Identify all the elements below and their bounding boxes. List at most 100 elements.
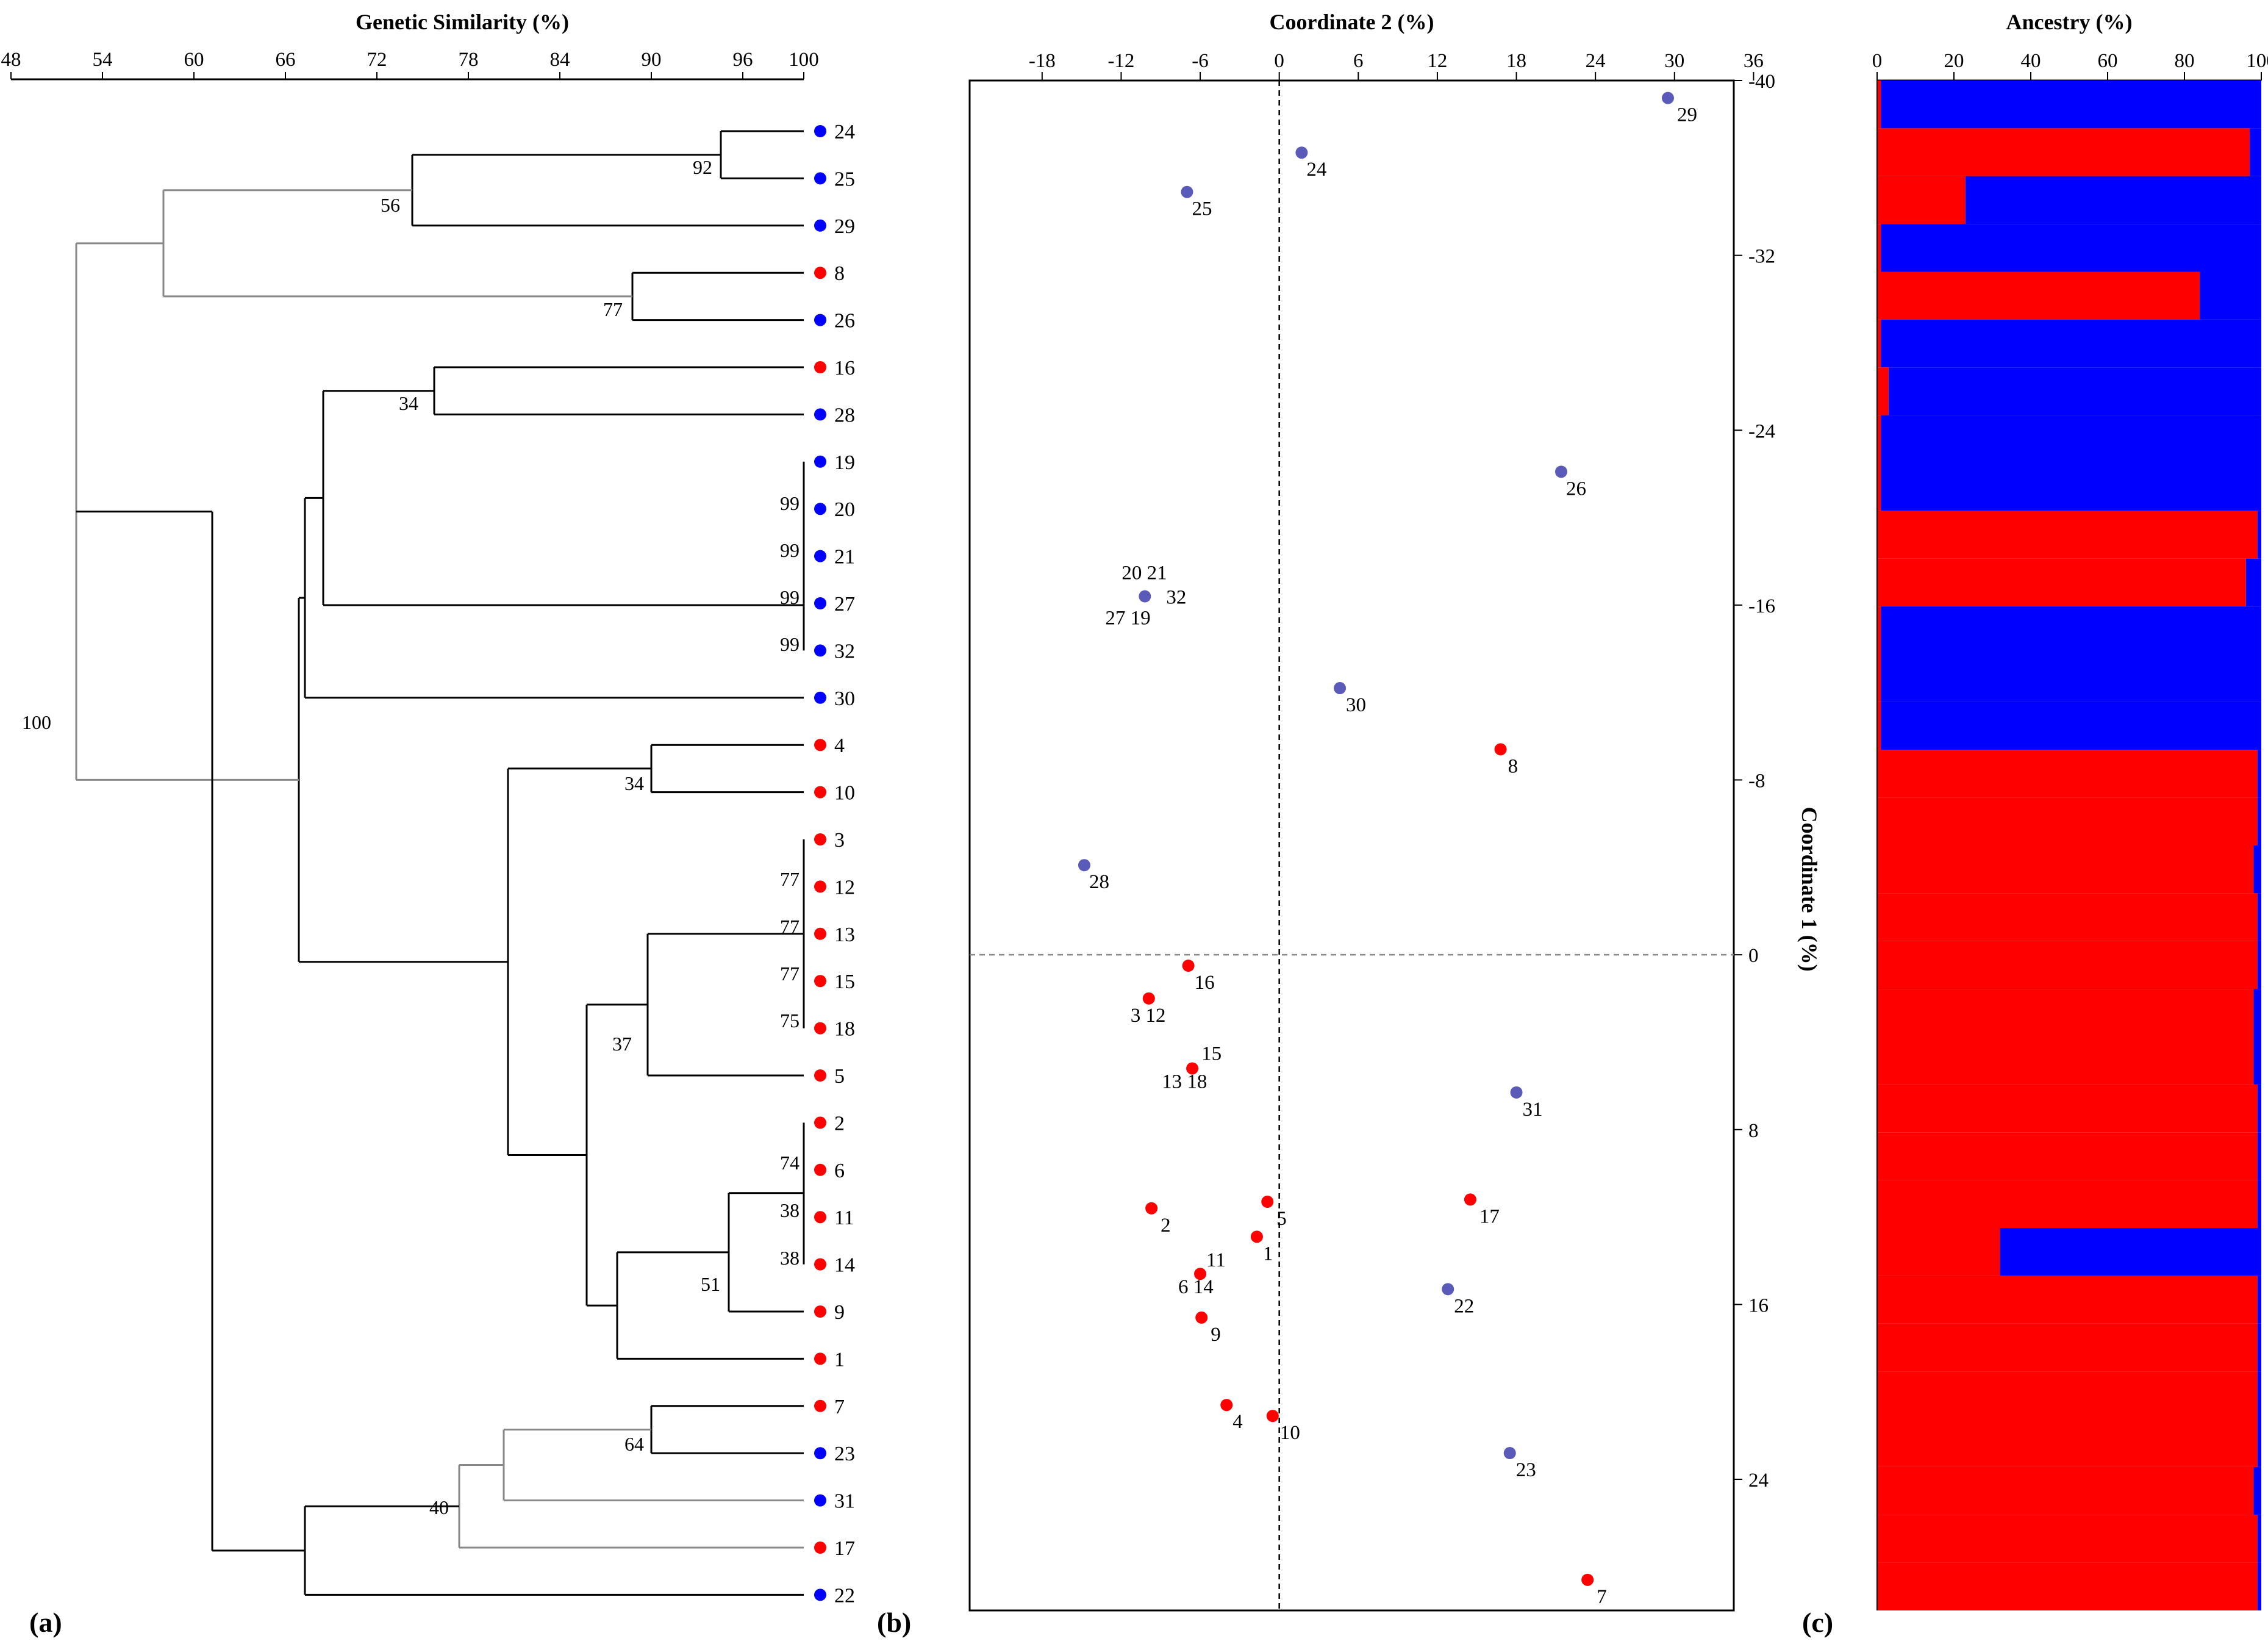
ancestry-bar-red: [1877, 319, 1881, 368]
ancestry-bar-blue: [2000, 1228, 2261, 1276]
ancestry-bar-red: [1877, 1228, 2000, 1276]
bootstrap-value: 56: [381, 194, 400, 216]
scatter-point-label: 7: [1597, 1586, 1607, 1608]
ancestry-bar-panel: Ancestry (%)0204060801003231302928272625…: [1872, 10, 2268, 1610]
scatter-point: [1250, 1230, 1263, 1243]
scatter-point: [1503, 1447, 1516, 1460]
ancestry-bar-blue: [2257, 1276, 2261, 1324]
scatter-x-tick-label: 0: [1274, 50, 1284, 72]
dendrogram-tick-label: 66: [276, 49, 296, 71]
dendrogram-leaf-dot: [814, 455, 826, 468]
dendrogram-leaf-dot: [814, 1258, 826, 1271]
ancestry-bar-red: [1877, 941, 2258, 989]
dendrogram-leaf-dot: [814, 1588, 826, 1601]
scatter-point-label: 11: [1206, 1249, 1226, 1271]
dendrogram-leaf-label: 28: [834, 404, 855, 426]
scatter-point-label: 26: [1566, 478, 1586, 500]
bootstrap-value: 74: [780, 1152, 800, 1174]
ancestry-bar-blue: [2257, 750, 2261, 798]
scatter-point: [1261, 1196, 1274, 1208]
dendrogram-leaf-dot: [814, 1163, 826, 1176]
dendrogram-leaf-dot: [814, 833, 826, 845]
scatter-point: [1186, 1062, 1199, 1075]
panel-label-b: (b): [877, 1607, 911, 1638]
ancestry-bar-blue: [2250, 128, 2261, 176]
dendrogram-leaf-label: 29: [834, 215, 855, 238]
ancestry-bar-blue: [1881, 319, 2261, 368]
ancestry-bar-blue: [2257, 893, 2261, 941]
bootstrap-value: 51: [701, 1273, 720, 1295]
ancestry-bar-red: [1877, 702, 1881, 750]
scatter-x-tick-label: 24: [1586, 50, 1606, 72]
scatter-point-label: 1: [1263, 1243, 1273, 1265]
dendrogram-tick-label: 60: [184, 49, 204, 71]
scatter-y-tick-label: -32: [1748, 246, 1775, 268]
scatter-point: [1139, 590, 1151, 603]
bootstrap-value: 99: [780, 586, 800, 608]
dendrogram-leaf-label: 9: [834, 1301, 845, 1324]
dendrogram-leaf-label: 7: [834, 1396, 845, 1418]
dendrogram-leaf-label: 15: [834, 971, 855, 993]
dendrogram-leaf-label: 4: [834, 734, 845, 757]
dendrogram-leaf-label: 11: [834, 1207, 854, 1229]
scatter-point-label: 29: [1677, 104, 1697, 126]
dendrogram-leaf-dot: [814, 172, 826, 185]
ancestry-bar-blue: [1881, 606, 2261, 655]
ancestry-bar-red: [1877, 654, 1881, 702]
ancestry-bar-blue: [1881, 702, 2261, 750]
dendrogram-leaf-dot: [814, 361, 826, 373]
ancestry-bar-red: [1877, 1084, 2258, 1133]
dendrogram-leaf-label: 26: [834, 310, 855, 332]
scatter-point-label: 2: [1161, 1215, 1171, 1237]
dendrogram-leaf-dot: [814, 1305, 826, 1318]
scatter-x-tick-label: 30: [1664, 50, 1684, 72]
dendrogram-leaf-dot: [814, 1022, 826, 1035]
ancestry-bar-blue: [1965, 176, 2261, 224]
scatter-x-tick-label: 36: [1744, 50, 1764, 72]
bootstrap-value: 77: [780, 963, 800, 985]
dendrogram-leaf-dot: [814, 1494, 826, 1507]
bootstrap-value: 99: [780, 539, 800, 561]
ancestry-bar-red: [1877, 797, 2258, 845]
scatter-point-label: 13 18: [1162, 1071, 1207, 1093]
dendrogram-leaf-dot: [814, 1211, 826, 1224]
bootstrap-value: 34: [624, 772, 644, 794]
scatter-y-tick-label: 24: [1748, 1470, 1769, 1491]
scatter-point-label: 20 21: [1121, 562, 1167, 584]
ancestry-bar-red: [1877, 81, 1881, 129]
ancestry-bar-blue: [2257, 1562, 2261, 1610]
bootstrap-value: 34: [399, 392, 418, 414]
scatter-point: [1581, 1573, 1594, 1586]
dendrogram-leaf-dot: [814, 219, 826, 232]
dendrogram-leaf-dot: [814, 927, 826, 940]
scatter-point: [1494, 743, 1507, 756]
dendrogram-leaf-label: 19: [834, 451, 855, 474]
ancestry-bar-red: [1877, 558, 2246, 607]
dendrogram-leaf-dot: [814, 1352, 826, 1365]
ancestry-bar-red: [1877, 1323, 2258, 1372]
panel-label-c: (c): [1802, 1607, 1833, 1638]
ancestry-bar-blue: [2245, 558, 2261, 607]
scatter-point-label: 5: [1276, 1208, 1287, 1230]
dendrogram-leaf-label: 10: [834, 782, 855, 805]
ancestry-tick-label: 40: [2021, 50, 2041, 72]
ancestry-bar-blue: [1881, 415, 2261, 463]
ancestry-bar-red: [1877, 1276, 2258, 1324]
ancestry-bar-blue: [2257, 1084, 2261, 1133]
scatter-point: [1464, 1193, 1476, 1206]
dendrogram-leaf-dot: [814, 644, 826, 657]
ancestry-bar-red: [1877, 989, 2254, 1037]
ancestry-bar-red: [1877, 128, 2250, 176]
dendrogram-leaf-label: 6: [834, 1160, 845, 1182]
scatter-point: [1554, 465, 1567, 478]
scatter-y-tick-label: -24: [1748, 420, 1775, 442]
dendrogram-leaf-label: 20: [834, 498, 855, 521]
ancestry-bar-red: [1877, 845, 2254, 894]
ancestry-bar-blue: [1881, 463, 2261, 511]
scatter-x-tick-label: -12: [1107, 50, 1134, 72]
dendrogram-leaf-label: 21: [834, 546, 855, 569]
dendrogram-tick-label: 96: [733, 49, 753, 71]
dendrogram-leaf-dot: [814, 1399, 826, 1412]
scatter-point: [1510, 1086, 1523, 1099]
scatter-y-tick-label: 16: [1748, 1294, 1769, 1316]
